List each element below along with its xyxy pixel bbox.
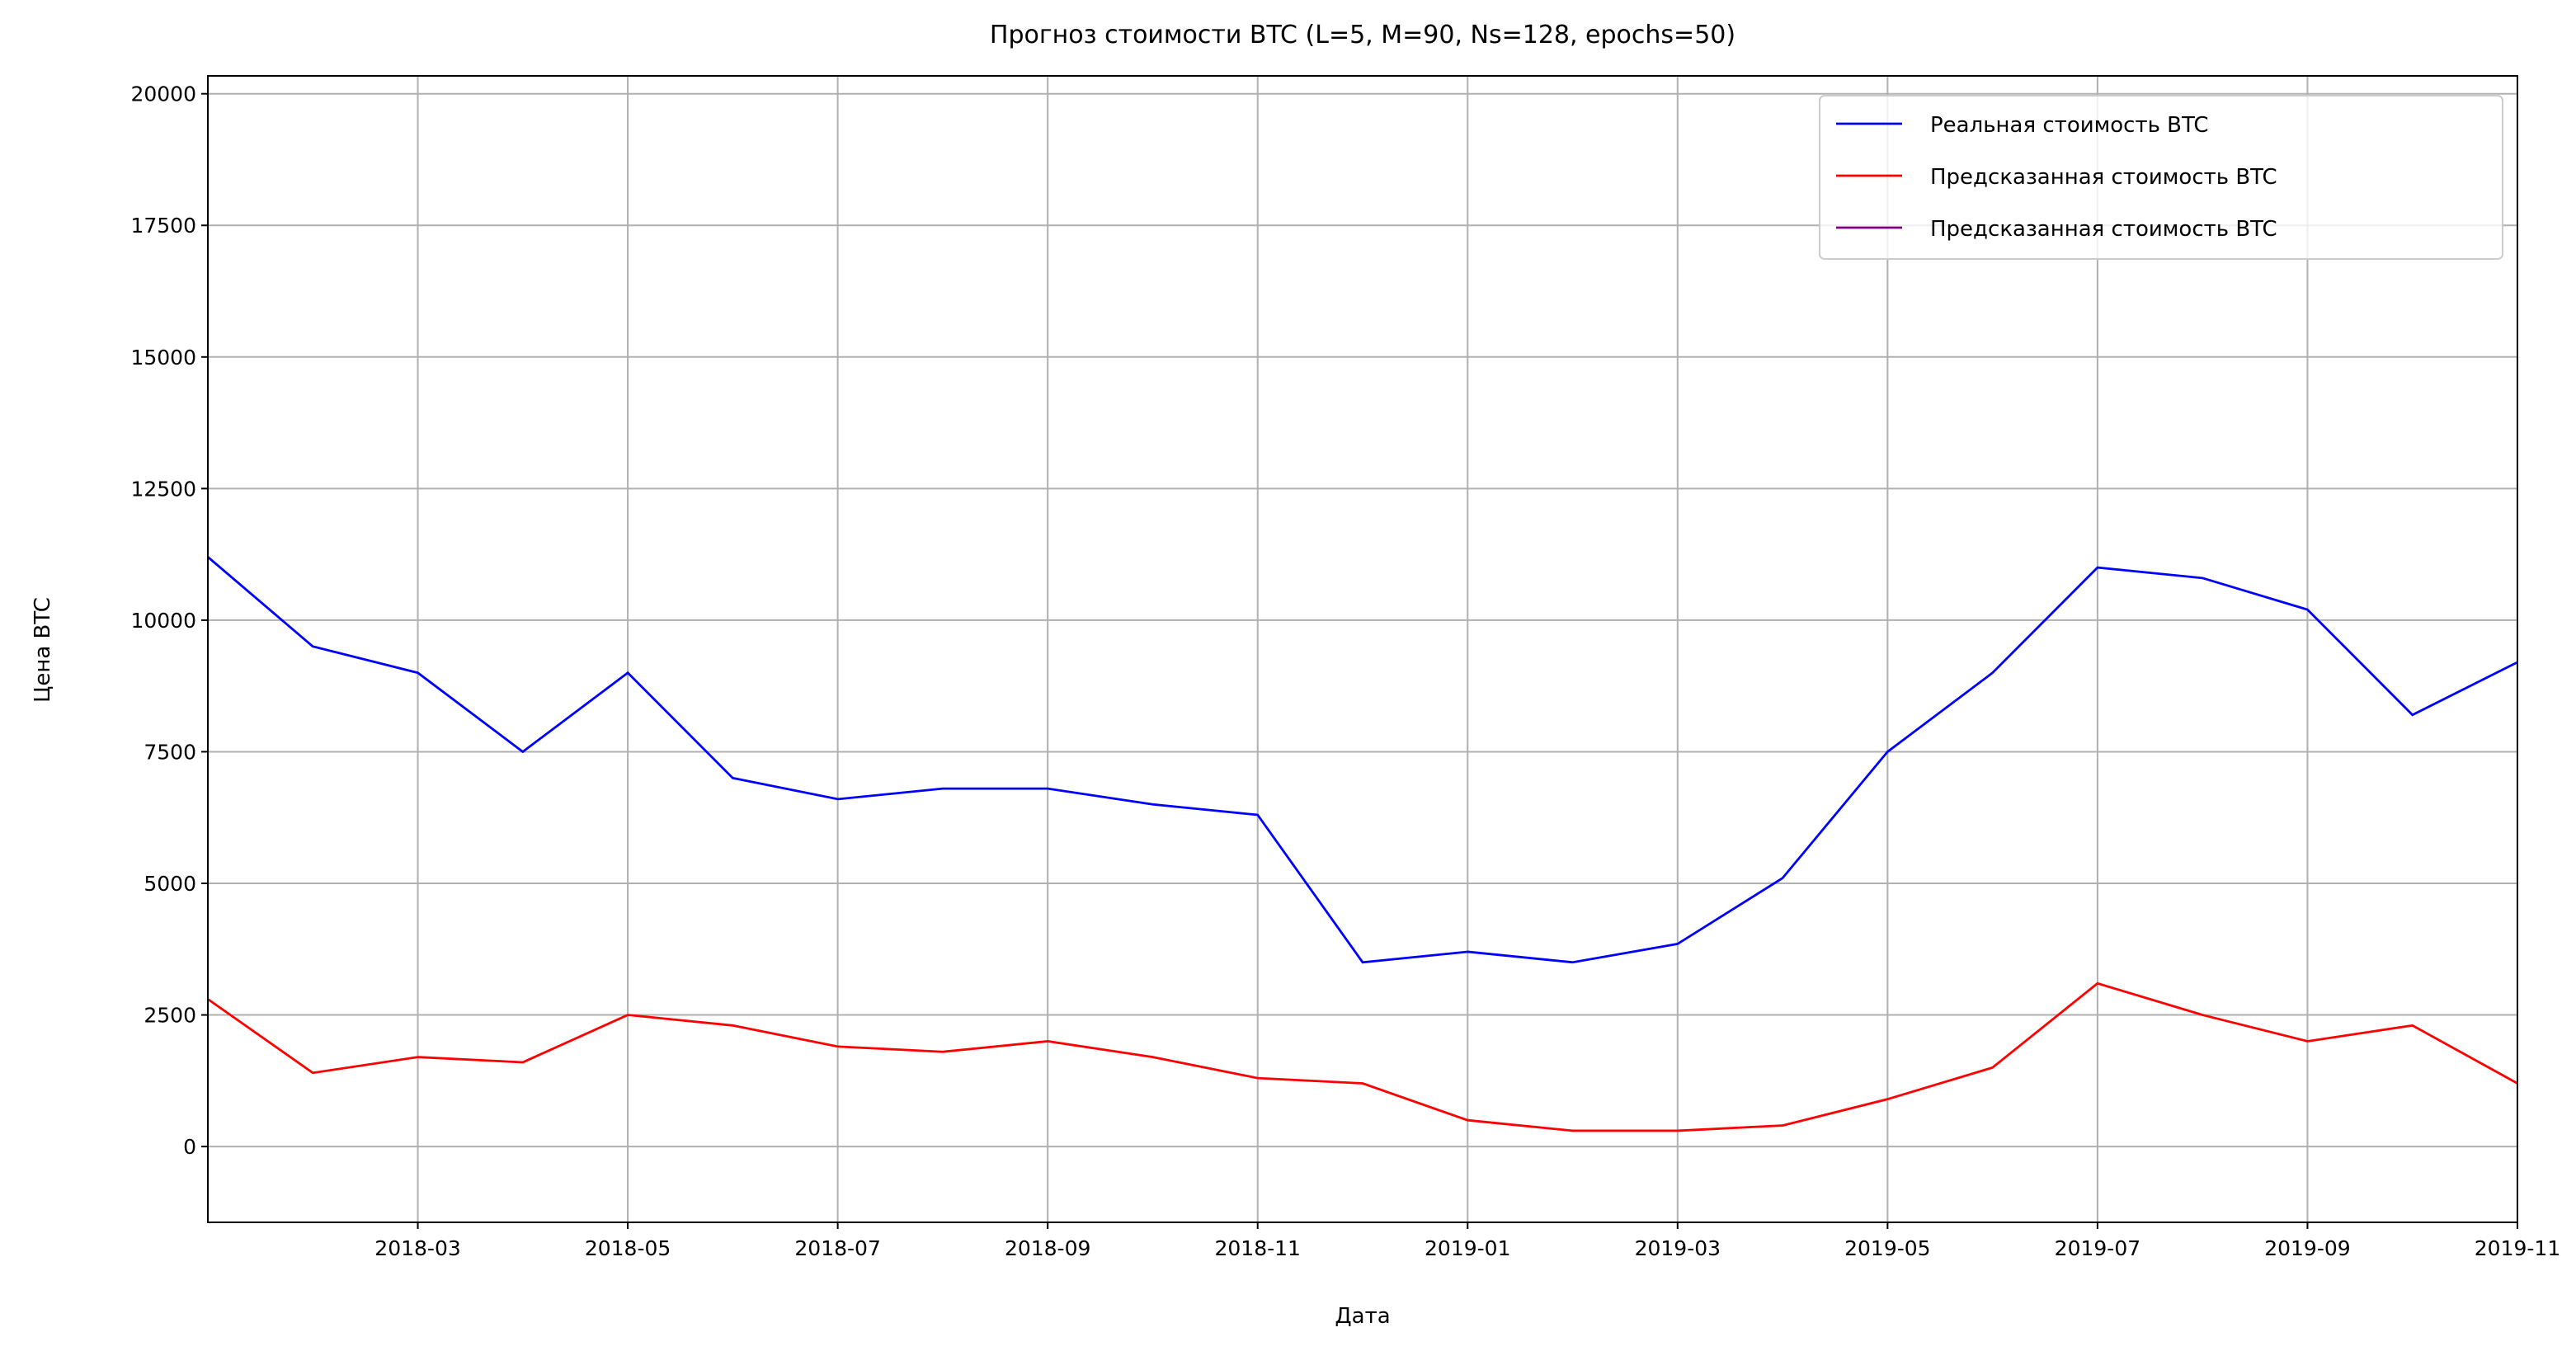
y-tick-label: 10000 <box>130 609 196 633</box>
series-line <box>207 981 2518 1132</box>
x-tick-label: 2018-05 <box>585 1236 671 1260</box>
plot-frame <box>207 75 2518 1223</box>
x-tick-label: 2019-11 <box>2475 1236 2560 1260</box>
x-axis-label: Дата <box>1335 1304 1390 1329</box>
legend: Реальная стоимость BTC Предсказанная стои… <box>1819 95 2503 260</box>
x-tick-label: 2018-09 <box>1005 1236 1090 1260</box>
y-tick-label: 17500 <box>130 214 196 238</box>
legend-label: Реальная стоимость BTC <box>1930 113 2209 138</box>
y-tick-label: 12500 <box>130 477 196 501</box>
y-tick-label: 7500 <box>144 740 196 764</box>
x-tick-label: 2019-05 <box>1844 1236 1930 1260</box>
legend-label: Предсказанная стоимость BTC <box>1930 217 2277 242</box>
y-tick-label: 15000 <box>130 346 196 370</box>
x-tick-label: 2019-03 <box>1635 1236 1721 1260</box>
x-tick-label: 2018-11 <box>1214 1236 1300 1260</box>
x-tick-label: 2018-07 <box>794 1236 880 1260</box>
legend-box <box>1819 95 2503 260</box>
y-tick-label: 20000 <box>130 82 196 106</box>
x-tick-label: 2018-03 <box>374 1236 460 1260</box>
legend-label: Предсказанная стоимость BTC <box>1930 165 2277 190</box>
y-tick-label: 5000 <box>144 872 196 896</box>
x-tick-label: 2019-07 <box>2055 1236 2140 1260</box>
x-tick-label: 2019-01 <box>1425 1236 1510 1260</box>
y-tick-label: 2500 <box>144 1004 196 1028</box>
series-line <box>207 556 2518 964</box>
y-axis-label: Цена BTC <box>31 597 55 703</box>
chart-title: Прогноз стоимости BTC (L=5, M=90, Ns=128… <box>990 21 1735 49</box>
x-tick-label: 2019-09 <box>2264 1236 2350 1260</box>
y-tick-label: 0 <box>183 1135 196 1159</box>
